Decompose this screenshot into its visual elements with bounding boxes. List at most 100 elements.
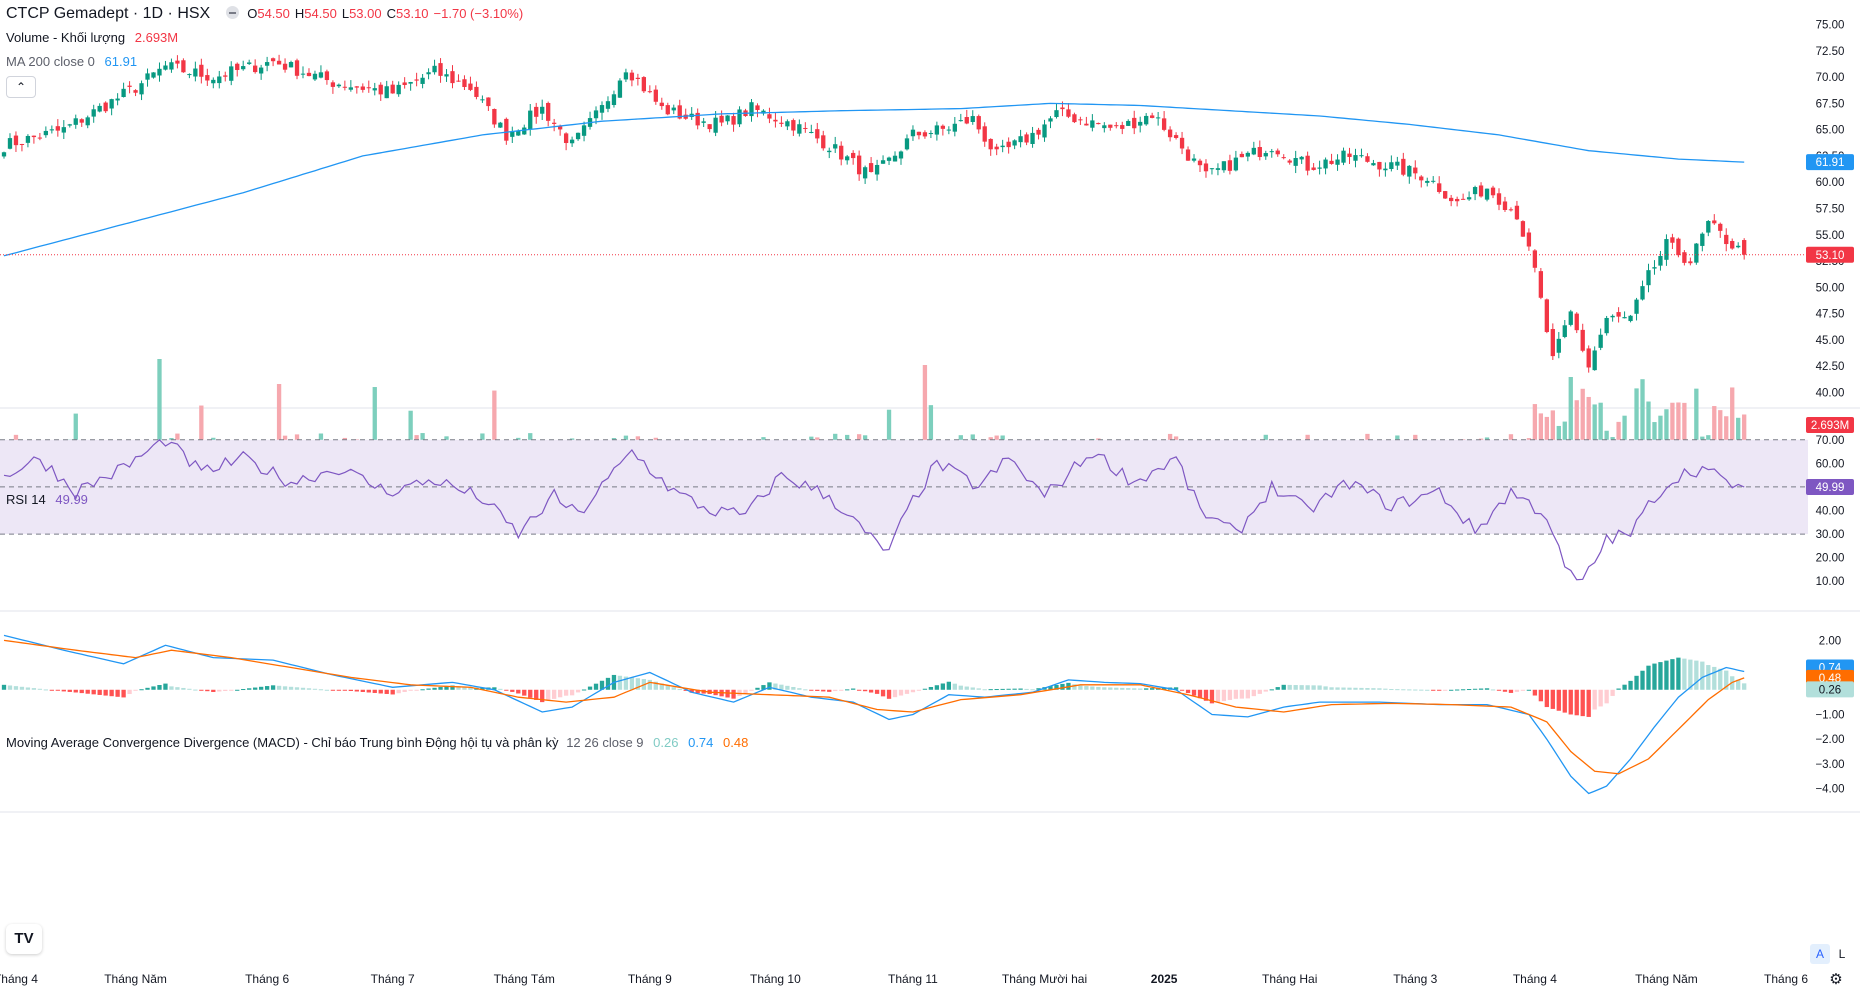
macd-histogram-bar bbox=[253, 687, 258, 690]
macd-histogram-bar bbox=[880, 689, 886, 697]
close-value: 53.10 bbox=[396, 6, 429, 21]
macd-histogram-bar bbox=[1060, 683, 1065, 690]
minus-icon[interactable] bbox=[226, 6, 240, 20]
macd-histogram-bar bbox=[354, 689, 359, 692]
volume-legend[interactable]: Volume - Khối lượng 2.693M bbox=[6, 30, 178, 45]
candle-body bbox=[1419, 176, 1424, 181]
candle-body bbox=[1167, 129, 1173, 138]
macd-histogram-bar bbox=[982, 689, 987, 691]
macd-histogram-bar bbox=[856, 689, 862, 691]
candle-body bbox=[809, 131, 814, 133]
macd-histogram-bar bbox=[229, 689, 234, 691]
ma-legend[interactable]: MA 200 close 0 61.91 bbox=[6, 54, 137, 69]
candle-body bbox=[934, 125, 940, 135]
candle-body bbox=[653, 89, 658, 102]
macd-histogram-bar bbox=[468, 688, 473, 690]
low-label: L bbox=[341, 6, 350, 21]
time-axis-label: Tháng 10 bbox=[750, 972, 801, 986]
tradingview-logo[interactable]: TV bbox=[6, 924, 42, 954]
candle-body bbox=[498, 122, 503, 128]
candle-body bbox=[1084, 123, 1089, 126]
candle-body bbox=[1520, 221, 1526, 237]
candle-body bbox=[1233, 157, 1239, 171]
candle-body bbox=[1431, 180, 1436, 182]
candle-body bbox=[456, 80, 461, 82]
candle-body bbox=[695, 112, 700, 126]
low-value: 53.00 bbox=[349, 6, 382, 21]
last-price-badge-bg bbox=[1806, 246, 1854, 263]
macd-histogram-bar bbox=[833, 689, 838, 692]
macd-legend[interactable]: Moving Average Convergence Divergence (M… bbox=[6, 735, 748, 750]
macd-histogram-bar bbox=[1191, 689, 1197, 696]
gear-icon[interactable]: ⚙ bbox=[1829, 971, 1843, 988]
macd-histogram-bar bbox=[1670, 659, 1675, 690]
macd-histogram-bar bbox=[1580, 689, 1585, 717]
candle-body bbox=[1155, 117, 1161, 119]
candle-body bbox=[767, 114, 772, 119]
auto-scale-button[interactable]: A bbox=[1810, 944, 1830, 964]
macd-histogram-bar bbox=[563, 689, 569, 696]
symbol-title[interactable]: CTCP Gemadept · 1D · HSX bbox=[6, 5, 211, 22]
macd-tick-label: −1.00 bbox=[1815, 709, 1844, 721]
candle-body bbox=[1, 152, 7, 157]
candle-body bbox=[468, 83, 473, 90]
macd-histogram-bar bbox=[1712, 666, 1717, 690]
candle-body bbox=[982, 126, 987, 142]
chevron-up-icon: ⌃ bbox=[15, 80, 27, 94]
macd-histogram-bar bbox=[91, 689, 96, 695]
candle-body bbox=[1550, 329, 1555, 357]
candle-body bbox=[31, 135, 37, 138]
macd-histogram-bar bbox=[1203, 689, 1209, 701]
candle-body bbox=[851, 152, 856, 159]
collapse-legend-button[interactable]: ⌃ bbox=[6, 76, 36, 98]
candle-body bbox=[785, 121, 790, 127]
macd-histogram-bar bbox=[773, 683, 778, 690]
macd-histogram-bar bbox=[1460, 689, 1466, 691]
candle-body bbox=[964, 117, 969, 124]
high-label: H bbox=[294, 6, 305, 21]
macd-tick-label: 2.00 bbox=[1819, 635, 1841, 647]
candle-body bbox=[1161, 118, 1167, 130]
candle-body bbox=[1598, 334, 1603, 348]
macd-histogram-bar bbox=[294, 687, 300, 690]
candle-body bbox=[55, 126, 60, 131]
macd-histogram-bar bbox=[785, 685, 790, 690]
rsi-legend[interactable]: RSI 14 49.99 bbox=[6, 492, 88, 507]
macd-histogram-bar bbox=[211, 689, 216, 692]
candle-body bbox=[444, 74, 449, 77]
candle-body bbox=[1700, 233, 1705, 246]
candle-body bbox=[928, 133, 934, 135]
candle-body bbox=[205, 75, 210, 81]
candle-body bbox=[85, 117, 90, 126]
log-scale-button[interactable]: L bbox=[1838, 947, 1846, 961]
macd-histogram-bar bbox=[815, 689, 820, 691]
candle-body bbox=[1496, 193, 1502, 205]
candle-body bbox=[1114, 125, 1119, 127]
candle-body bbox=[193, 68, 198, 77]
candle-body bbox=[1532, 250, 1538, 268]
macd-histogram-bar bbox=[1568, 689, 1573, 715]
candle-body bbox=[1676, 238, 1681, 256]
macd-histogram-bar bbox=[372, 689, 377, 693]
candle-body bbox=[737, 109, 742, 125]
macd-params: 12 26 close 9 bbox=[566, 735, 644, 750]
macd-histogram-bar bbox=[1072, 684, 1077, 690]
macd-histogram-bar bbox=[1323, 686, 1328, 690]
macd-histogram-bar bbox=[510, 689, 515, 692]
macd-histogram-bar bbox=[1443, 689, 1448, 691]
macd-histogram-bar bbox=[1227, 689, 1233, 700]
macd-histogram-bar bbox=[79, 689, 84, 694]
candle-body bbox=[701, 121, 706, 123]
candle-body bbox=[1006, 141, 1011, 148]
rsi-line bbox=[3, 438, 1745, 581]
time-axis-label: Tháng 6 bbox=[1764, 972, 1808, 986]
candle-body bbox=[300, 73, 306, 75]
macd-histogram-bar bbox=[1078, 685, 1083, 690]
macd-histogram-bar bbox=[187, 688, 192, 690]
volume-bar bbox=[492, 390, 497, 477]
candle-body bbox=[1724, 234, 1729, 245]
macd-histogram-bar bbox=[1478, 688, 1484, 690]
candle-body bbox=[677, 105, 682, 119]
candle-body bbox=[1484, 188, 1490, 200]
